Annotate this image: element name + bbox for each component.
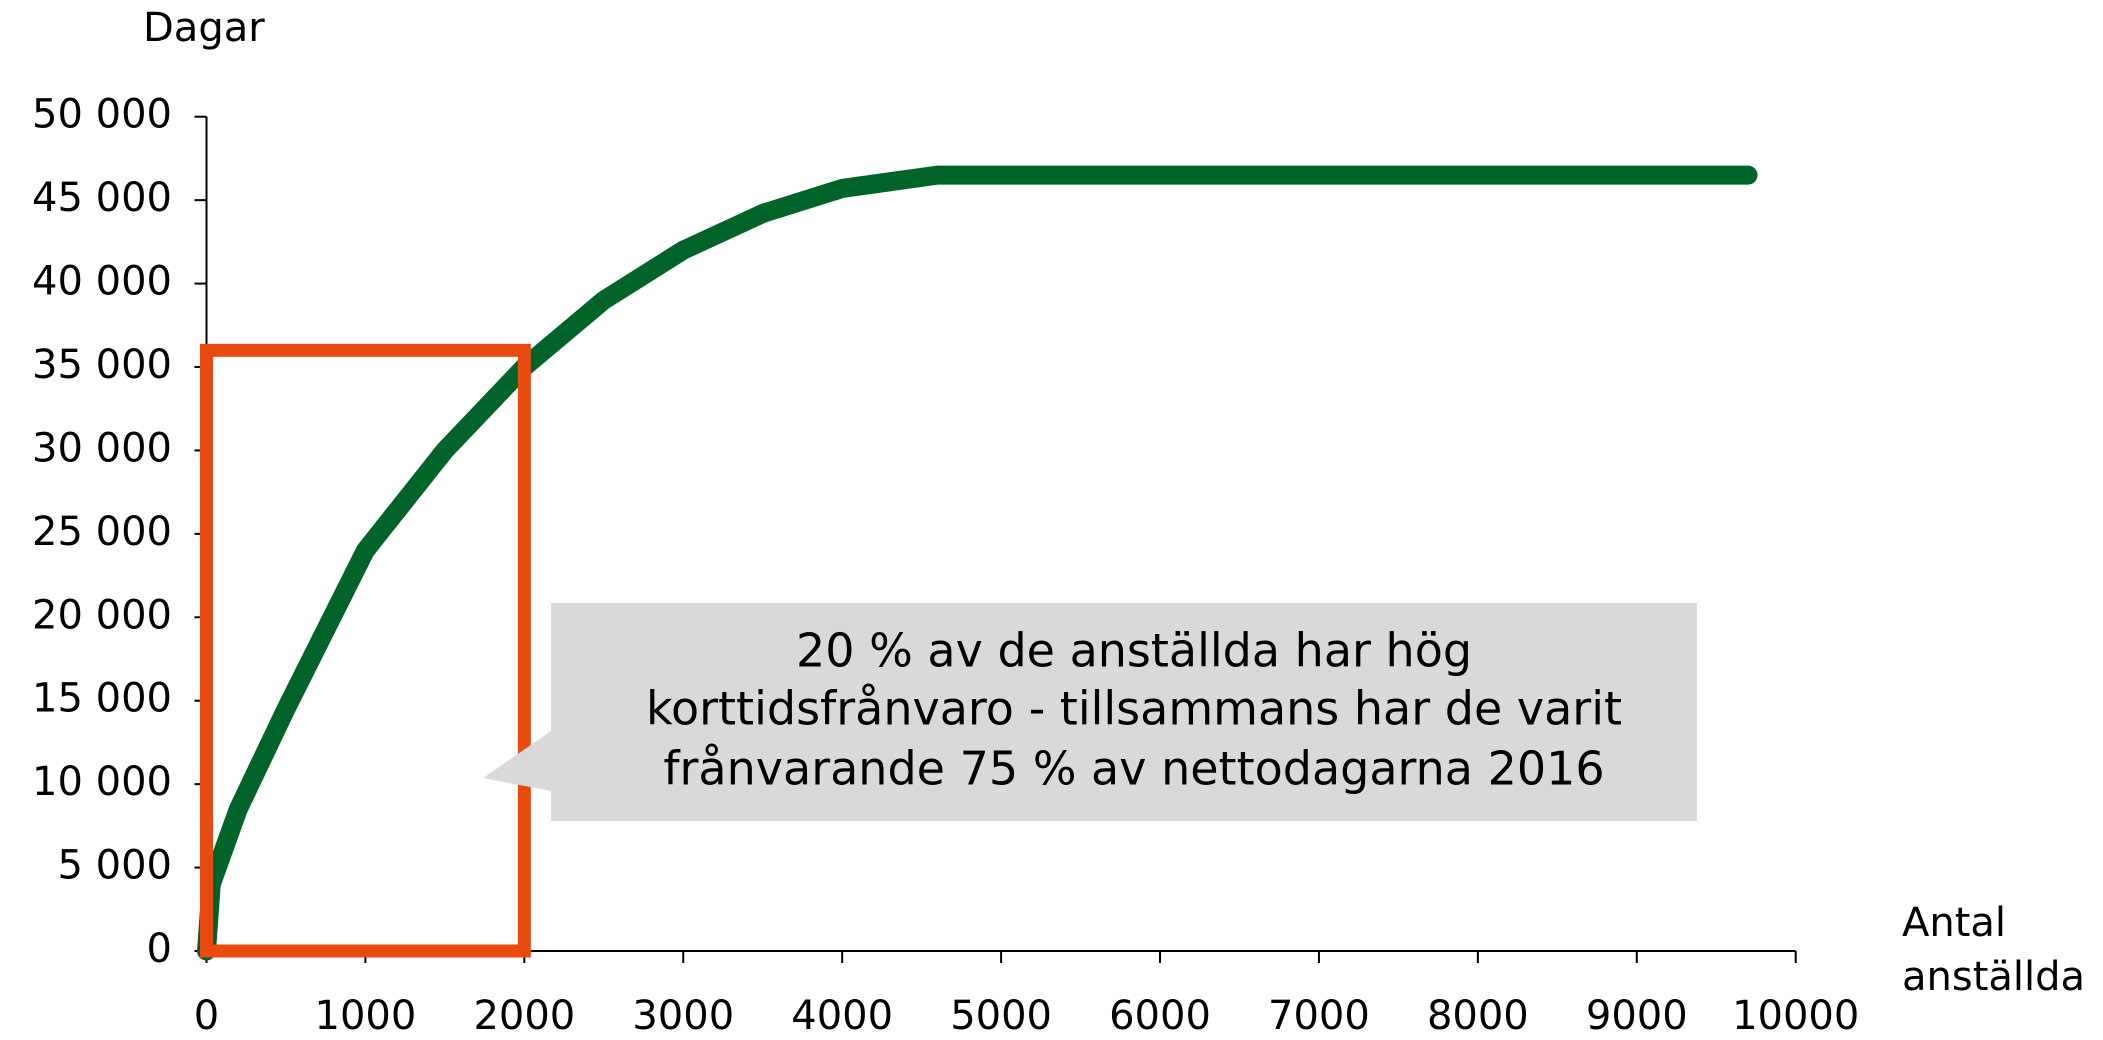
x-tick-label: 2000 <box>473 993 575 1039</box>
x-tick-label: 3000 <box>632 993 734 1039</box>
highlight-box <box>200 343 531 958</box>
y-tick-label: 40 000 <box>32 259 172 305</box>
y-tick-label: 15 000 <box>32 676 172 722</box>
x-tick-label: 7000 <box>1268 993 1370 1039</box>
y-axis-label: Dagar <box>143 5 265 51</box>
y-tick-label: 45 000 <box>32 175 172 221</box>
annotation: korttidsfrånvaro - tillsammans har de va… <box>646 682 1622 736</box>
x-axis-label: anställda <box>1902 954 2085 1000</box>
y-tick-label: 10 000 <box>32 759 172 805</box>
x-tick-label: 0 <box>194 993 219 1039</box>
y-tick-label: 35 000 <box>32 342 172 388</box>
y-tick-label: 20 000 <box>32 592 172 638</box>
y-tick-label: 0 <box>147 926 172 972</box>
x-tick-label: 9000 <box>1586 993 1688 1039</box>
line <box>197 165 1758 961</box>
x-tick-label: 4000 <box>791 993 893 1039</box>
annotation: 20 % av de anställda har hög <box>796 624 1472 678</box>
x-tick-label: 8000 <box>1427 993 1529 1039</box>
x-tick-label: 1000 <box>315 993 417 1039</box>
x-tick-label: 5000 <box>950 993 1052 1039</box>
y-tick-label: 30 000 <box>32 425 172 471</box>
x-tick-label: 10000 <box>1732 993 1859 1039</box>
x-axis-label: Antal <box>1902 900 2006 946</box>
x-tick-label: 6000 <box>1109 993 1211 1039</box>
y-tick-label: 50 000 <box>32 92 172 138</box>
callout <box>483 603 1697 821</box>
y-tick-label: 5 000 <box>57 843 172 889</box>
annotation: frånvarande 75 % av nettodagarna 2016 <box>663 742 1604 796</box>
y-tick-label: 25 000 <box>32 509 172 555</box>
